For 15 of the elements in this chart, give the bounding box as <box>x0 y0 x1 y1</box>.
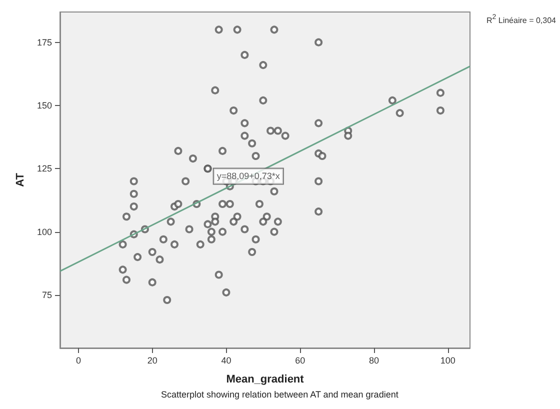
x-tick-label: 40 <box>221 356 232 366</box>
x-tick-label: 20 <box>147 356 158 366</box>
x-tick-label: 0 <box>76 356 81 366</box>
x-axis-title: Mean_gradient <box>226 374 304 386</box>
x-tick-label: 80 <box>368 356 379 366</box>
annotation: y=88,09+0,73*x <box>216 171 280 182</box>
x-tick-label: 100 <box>440 356 456 366</box>
y-tick-label: 125 <box>36 164 52 174</box>
y-tick-label: 150 <box>36 100 52 110</box>
text: Scatterplot showing relation between AT and mean gradient <box>161 390 399 400</box>
y-tick-label: 100 <box>36 226 52 237</box>
y-axis-title: AT <box>14 172 27 187</box>
x-tick-label: 60 <box>295 356 306 366</box>
y-tick-label: 75 <box>42 290 52 300</box>
y-tick-label: 175 <box>36 37 52 48</box>
